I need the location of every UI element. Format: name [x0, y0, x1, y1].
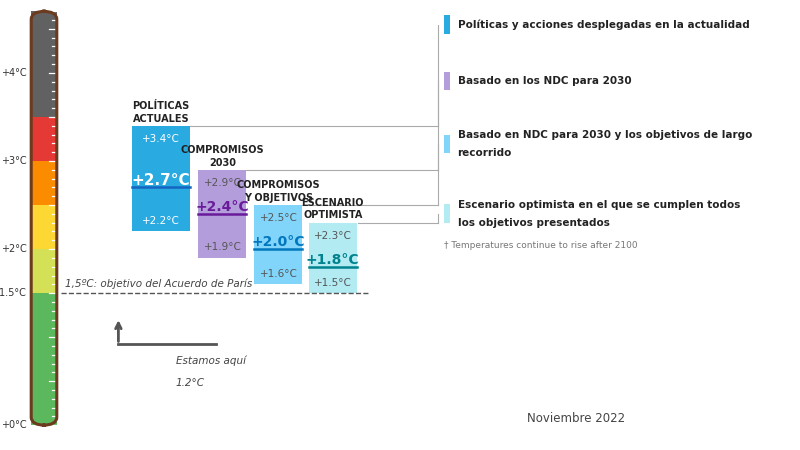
Text: Escenario optimista en el que se cumplen todos: Escenario optimista en el que se cumplen…	[458, 200, 740, 210]
Text: +1.5°C: +1.5°C	[0, 288, 26, 298]
Text: † Temperatures continue to rise after 2100: † Temperatures continue to rise after 21…	[444, 241, 638, 250]
Bar	[444, 15, 450, 34]
Text: +1.9°C: +1.9°C	[203, 243, 242, 252]
Bar	[31, 161, 57, 205]
Bar	[31, 249, 57, 293]
Text: +4°C: +4°C	[1, 68, 26, 78]
Text: Políticas y acciones desplegadas en la actualidad: Políticas y acciones desplegadas en la a…	[458, 19, 750, 30]
Text: +2.0°C: +2.0°C	[252, 235, 305, 249]
Bar	[254, 205, 302, 284]
Text: Basado en los NDC para 2030: Basado en los NDC para 2030	[458, 76, 631, 86]
Text: +1.8°C: +1.8°C	[306, 253, 360, 267]
Text: recorrido: recorrido	[458, 148, 512, 158]
Bar	[444, 72, 450, 90]
Text: +1.6°C: +1.6°C	[259, 269, 298, 279]
Bar	[444, 204, 450, 223]
Text: Estamos aquí: Estamos aquí	[176, 356, 246, 366]
Text: +2.3°C: +2.3°C	[314, 231, 352, 241]
Text: Basado en NDC para 2030 y los objetivos de largo: Basado en NDC para 2030 y los objetivos …	[458, 130, 752, 140]
Text: +3°C: +3°C	[1, 156, 26, 166]
Text: +0°C: +0°C	[1, 420, 26, 430]
Text: COMPROMISOS
Y OBJETIVOS: COMPROMISOS Y OBJETIVOS	[237, 180, 320, 203]
Bar	[31, 293, 57, 425]
Bar	[31, 205, 57, 249]
Bar	[31, 11, 57, 117]
Text: POLÍTICAS
ACTUALES: POLÍTICAS ACTUALES	[132, 101, 190, 123]
Text: Noviembre 2022: Noviembre 2022	[527, 412, 625, 425]
Bar	[309, 223, 357, 293]
Text: +2.2°C: +2.2°C	[142, 216, 180, 226]
Bar	[198, 170, 246, 258]
Text: 1,5ºC: objetivo del Acuerdo de París: 1,5ºC: objetivo del Acuerdo de París	[65, 278, 252, 288]
Text: ESCENARIO
OPTIMISTA: ESCENARIO OPTIMISTA	[302, 198, 364, 220]
Text: +2.5°C: +2.5°C	[259, 213, 298, 223]
Text: +1.5°C: +1.5°C	[314, 278, 352, 288]
Text: +2.7°C: +2.7°C	[131, 173, 190, 188]
Text: los objetivos presentados: los objetivos presentados	[458, 218, 610, 228]
Text: 1.2°C: 1.2°C	[176, 378, 205, 388]
Bar	[132, 126, 190, 231]
Text: +2°C: +2°C	[1, 244, 26, 254]
Bar	[31, 117, 57, 161]
Text: +3.4°C: +3.4°C	[142, 134, 180, 144]
Text: +2.4°C: +2.4°C	[195, 200, 250, 214]
Bar	[32, 11, 56, 29]
Bar	[444, 135, 450, 153]
Text: COMPROMISOS
2030: COMPROMISOS 2030	[181, 145, 264, 167]
Text: +2.9°C: +2.9°C	[203, 178, 242, 188]
